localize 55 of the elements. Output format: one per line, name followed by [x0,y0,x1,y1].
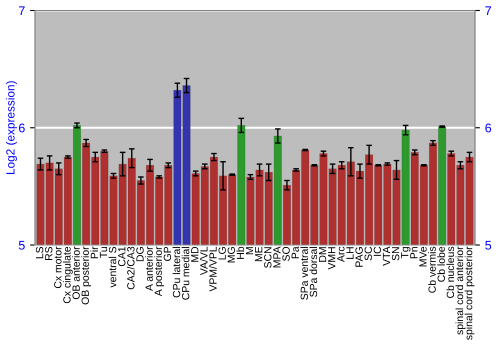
x-tick-label: CPu medial [182,247,190,300]
x-tick-label: SPa dorsal [309,247,318,297]
x-tick-label: CA2/CA3 [126,246,135,290]
x-tick-label: PAG [355,247,363,267]
x-tick-label: Cb nucleus [446,246,454,298]
x-tick-label: Cb vermis [428,246,436,293]
x-tick-label: CA1 [118,246,126,266]
x-tick-label: spinal cord posterior [464,246,474,340]
x-tick-label: MPA [273,246,281,268]
x-tick-label: Arc [337,246,345,262]
x-tick-label: VMH [328,247,336,270]
x-tick-label: VTA [382,246,390,266]
x-tick-label: OB anterior [72,246,80,300]
y-tick-label: 7 [18,6,25,16]
x-tick-label: SCN [264,247,272,268]
x-tick-label: VA/VL [200,246,208,276]
y-tick-label: 5 [18,240,25,250]
x-tick-label: SO [282,246,290,261]
x-tick-label: MVe [419,246,427,266]
x-tick-label: Hb [236,246,244,259]
x-tick-label: ventral S [108,246,116,288]
x-tick-label: M [246,247,254,254]
x-tick-label: Pir [90,246,98,258]
x-tick-label: Cx motor [54,246,62,288]
x-tick-label: LG [218,247,226,260]
x-tick-label: LH [346,247,354,259]
x-tick-label: spinal cord anterior [456,246,466,335]
x-tick-label: A anterior [145,246,153,291]
x-tick-label: CPu lateral [172,247,180,298]
x-tick-label: RS [45,246,52,260]
x-tick-label: VPM/VPL [209,246,217,292]
y2-tick-label: 6 [485,124,492,132]
x-tick-label: GP [164,246,172,261]
x-tick-label: Cx cingulate [63,246,73,304]
x-tick-label: Pa [292,246,299,258]
y-tick-label: 6 [18,124,25,132]
y2-tick-label: 5 [485,240,492,250]
x-tick-label: DG [136,247,144,262]
x-tick-label: MG [228,247,235,262]
y-axis-title: Log2 (expression) [6,81,17,174]
x-tick-label: MD [191,246,198,262]
x-tick-label: Tu [100,247,108,258]
x-tick-label: Tg [401,247,410,258]
x-tick-label: LS [36,246,44,258]
x-tick-label: SN [392,247,400,260]
y2-tick-label: 7 [485,6,492,16]
x-tick-label: SPa ventral [300,247,308,300]
x-tick-label: DM [318,247,326,262]
x-tick-label: A posterior [154,246,164,296]
x-tick-label: ME [255,246,262,262]
x-tick-label: SC [364,246,372,260]
x-tick-label: IC [374,246,382,256]
x-tick-label: Cb lobe [437,246,445,282]
x-tick-label: Pn [410,247,418,258]
x-tick-label: OB posterior [81,246,91,304]
